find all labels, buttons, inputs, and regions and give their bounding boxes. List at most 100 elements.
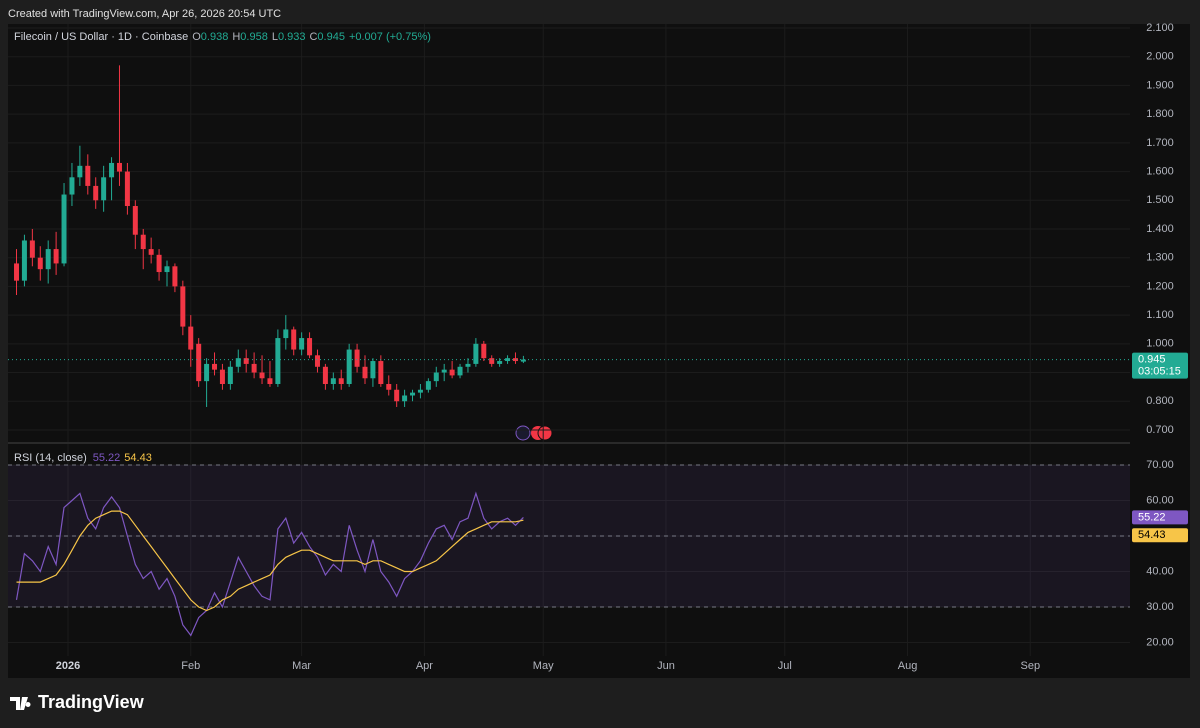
candle-body [433,372,439,382]
candle-body [520,359,526,362]
candle-body [243,358,249,364]
legend-value: 0.933 [277,31,306,43]
x-tick-label: Sep [1020,660,1040,672]
candle-body [354,349,360,367]
rsi-value-box [1132,528,1188,543]
candle-body [251,363,257,373]
candle-body [346,349,352,385]
last-price-label: 0.945 [1138,354,1166,366]
candle-body [330,378,336,385]
candle-body [180,286,186,327]
legend-value: 0.958 [240,31,268,43]
candle-body [196,343,202,382]
candle-body [61,194,67,264]
y-tick-label: 30.00 [1146,601,1174,613]
brand-name: TradingView [38,692,145,712]
candle-body [148,249,154,255]
candle-body [425,381,431,390]
symbol-title: Filecoin / US Dollar · 1D · Coinbase [14,31,189,43]
candle-body [307,338,313,356]
candle-body [291,329,297,350]
candle-body [322,366,328,385]
y-tick-label: 2.000 [1146,51,1174,63]
candle-body [69,177,75,195]
candle-body [299,338,305,350]
countdown-label: 03:05:15 [1138,366,1181,378]
candle-body [338,378,344,385]
price-change: +0.007 (+0.75%) [348,31,431,43]
y-tick-label: 1.800 [1146,108,1174,120]
top-bar [0,0,1200,24]
x-tick-label: Feb [181,660,200,672]
last-price-box [1132,352,1188,379]
y-tick-label: 1.000 [1146,338,1174,350]
candle-body [457,366,463,376]
rsi-line [15,491,524,637]
x-tick-label: 2026 [56,660,80,672]
legend-key: C [309,31,318,43]
candle-body [362,366,368,379]
candle-body [14,263,20,281]
y-tick-label: 20.00 [1146,636,1174,648]
candle-body [473,343,479,364]
candle-body [53,249,59,264]
candle-body [417,389,423,393]
y-tick-label: 1.400 [1146,223,1174,235]
rsi-name: RSI (14, close) [14,452,87,464]
candle-body [45,249,51,270]
rsi-header: RSI (14, close) 55.22 54.43 [14,452,158,464]
candle-body [314,355,320,367]
y-tick-label: 1.600 [1146,165,1174,177]
rsi-value-box [1132,510,1188,525]
symbol-header: Filecoin / US Dollar · 1D · Coinbase O 0.… [14,31,435,43]
candle-body [235,358,241,367]
candle-body [410,392,416,396]
candle-body [29,240,35,258]
candle-body [386,384,392,390]
candle-body [93,185,99,201]
y-tick-label: 2.100 [1146,22,1174,34]
y-tick-label: 60.00 [1146,494,1174,506]
y-tick-label: 1.500 [1146,194,1174,206]
candle-body [449,369,455,376]
y-tick-label: 1.700 [1146,137,1174,149]
y-tick-label: 0.700 [1146,424,1174,436]
candle-body [164,266,170,273]
legend-value: 0.938 [200,31,229,43]
candle-body [497,361,503,364]
candle-body [370,361,376,379]
x-tick-label: May [533,660,554,672]
candle-body [124,171,130,207]
rsi-value-label: 54.43 [1138,529,1166,541]
candle-body [172,266,178,287]
rsi-value-label: 55.22 [1138,511,1166,523]
candle-body [212,363,218,370]
y-tick-label: 40.00 [1146,565,1174,577]
x-tick-label: Jun [657,660,675,672]
candle-body [378,361,384,385]
rsi-line [16,510,524,612]
candle-body [394,389,400,402]
candle-body [188,326,194,350]
legend-key: O [192,31,201,43]
candle-body [109,162,115,178]
candle-body [77,165,83,178]
candle-body [140,234,146,250]
candle-body [116,162,122,172]
brand-logo [10,697,31,710]
y-tick-label: 1.900 [1146,79,1174,91]
candle-body [219,369,225,385]
x-tick-label: Apr [416,660,433,672]
candle-body [275,338,281,385]
candle-body [267,378,273,385]
candle-body [465,363,471,367]
candle-body [85,165,91,186]
candle-body [259,372,265,379]
candle-body [441,369,447,373]
rsi-ma-value: 54.43 [124,452,152,464]
x-tick-label: Mar [292,660,311,672]
rsi-value: 55.22 [92,452,121,464]
candle-body [402,395,408,402]
candle-body [21,240,27,281]
